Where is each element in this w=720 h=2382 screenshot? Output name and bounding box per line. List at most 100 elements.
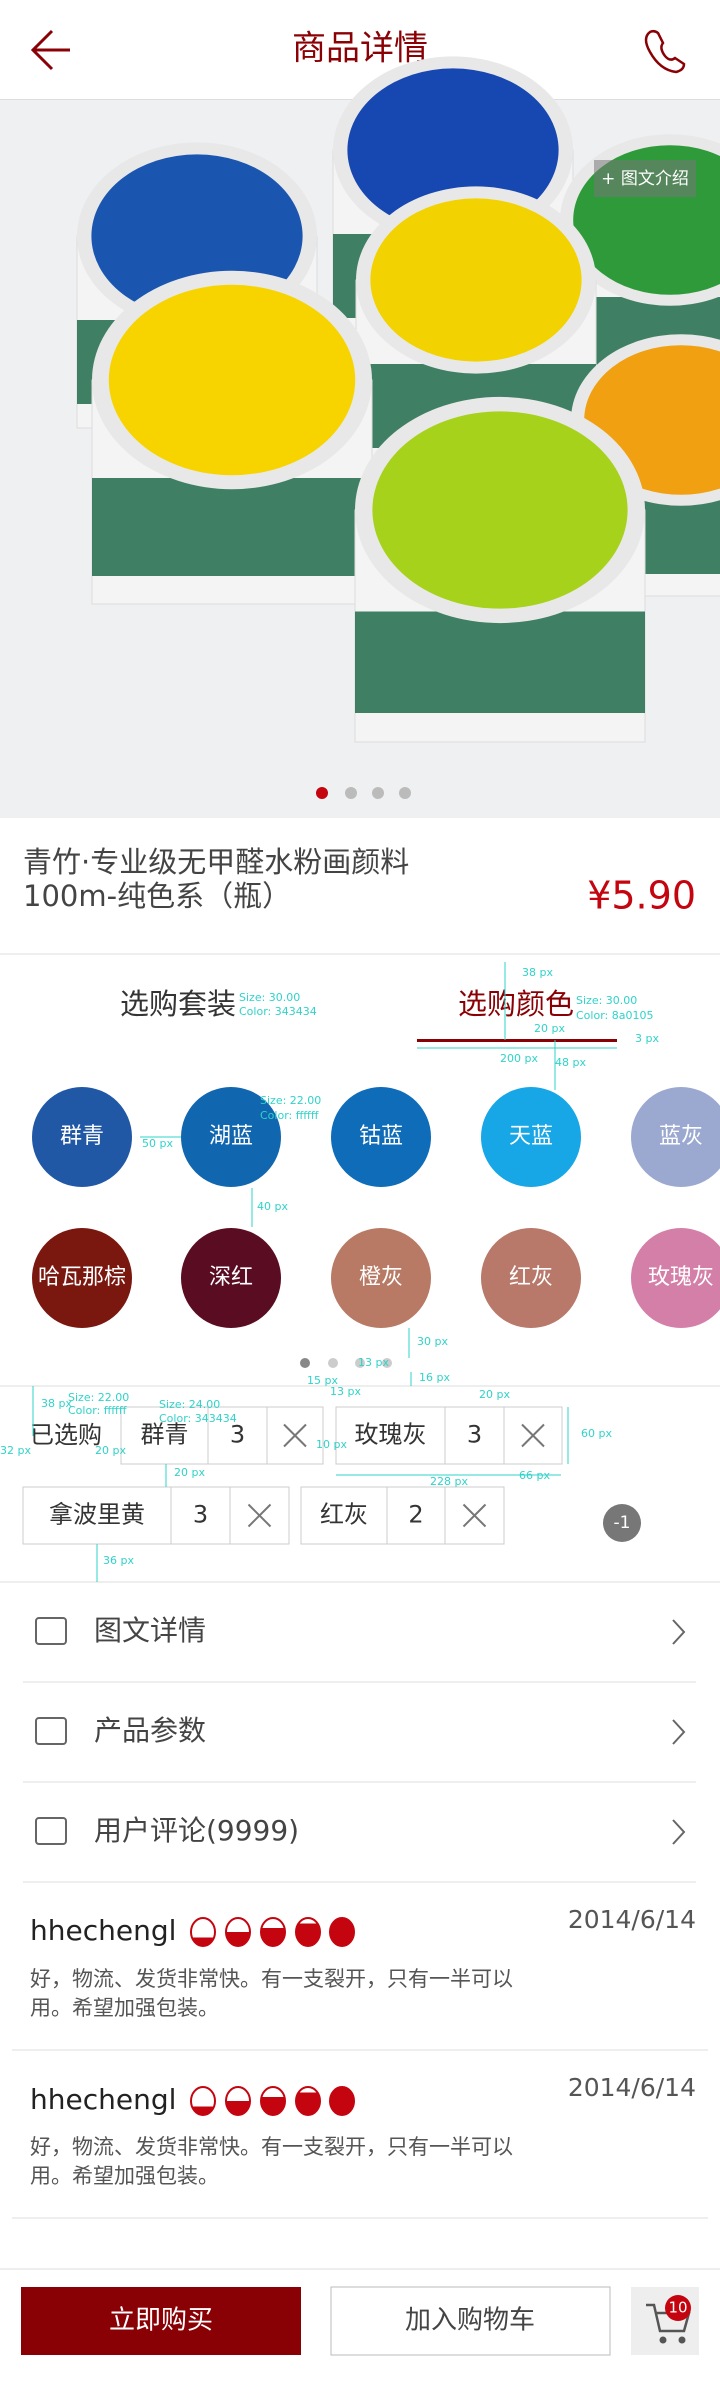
review-user: hhechengl <box>30 1914 176 1947</box>
annotation: Size: 24.00 <box>159 1398 220 1411</box>
color-swatch[interactable] <box>181 1087 281 1187</box>
tab[interactable]: 选购套装 <box>120 987 236 1021</box>
annotation: 36 px <box>103 1554 134 1567</box>
review-text: 好，物流、发货非常快。有一支裂开，只有一半可以 <box>30 1967 513 1991</box>
annotation: 48 px <box>555 1056 586 1069</box>
annotation: Size: 30.00 <box>576 994 637 1007</box>
page-dot <box>300 1358 310 1368</box>
page-dot <box>328 1358 338 1368</box>
chevron <box>672 1619 686 1645</box>
annotation: 30 px <box>417 1335 448 1348</box>
rating-drop <box>190 1917 216 1947</box>
menu-item[interactable]: 用户评论(9999) <box>94 1814 299 1847</box>
jar-label <box>355 611 645 713</box>
phone-button[interactable] <box>644 29 686 74</box>
menu-icon <box>35 1617 67 1645</box>
annotation: 16 px <box>419 1371 450 1384</box>
carousel-dot[interactable] <box>345 787 357 799</box>
cart-wheel <box>678 2336 686 2344</box>
annotation: Color: 343434 <box>159 1412 237 1425</box>
color-name: 群青 <box>60 1124 104 1149</box>
color-swatch[interactable] <box>481 1087 581 1187</box>
page-dot <box>355 1358 365 1368</box>
annotation: 60 px <box>581 1427 612 1440</box>
annotation: Size: 22.00 <box>260 1094 321 1107</box>
product-price: ¥5.90 <box>587 874 696 918</box>
annotation: 32 px <box>0 1444 31 1457</box>
cart-badge-bg <box>665 2295 691 2321</box>
chip <box>300 1486 505 1545</box>
cart-badge: 10 <box>668 2299 687 2317</box>
product-name: 青竹·专业级无甲醛水粉画颜料 <box>23 845 409 879</box>
menu-icon <box>35 1717 67 1745</box>
chip-name: 玫瑰灰 <box>355 1421 427 1449</box>
jar-paint <box>372 411 628 609</box>
rating-drop <box>295 1917 321 1947</box>
color-name: 哈瓦那棕 <box>38 1265 126 1290</box>
cart-icon-bg[interactable] <box>631 2287 699 2355</box>
rating-drop <box>260 2086 286 2116</box>
color-swatch[interactable] <box>32 1228 132 1328</box>
annotation: 200 px <box>500 1052 538 1065</box>
annotation: 40 px <box>257 1200 288 1213</box>
back-button[interactable] <box>30 29 70 71</box>
chip-name: 拿波里黄 <box>49 1501 145 1529</box>
annotation: 20 px <box>95 1444 126 1457</box>
remove-button[interactable] <box>283 1423 307 1448</box>
review-date: 2014/6/14 <box>568 2073 696 2102</box>
menu-icon <box>35 1817 67 1845</box>
review-user: hhechengl <box>30 2083 176 2116</box>
cart-button[interactable] <box>330 2286 611 2356</box>
chip-qty: 3 <box>230 1421 245 1449</box>
annotation: Size: 22.00 <box>68 1391 129 1404</box>
review-text: 用。希望加强包装。 <box>30 2164 219 2188</box>
tab-active[interactable]: 选购颜色 <box>458 987 574 1021</box>
buy-button[interactable] <box>21 2287 301 2355</box>
badge-bg <box>603 1504 641 1542</box>
annotation: 20 px <box>174 1466 205 1479</box>
color-name: 红灰 <box>509 1265 553 1290</box>
jar-paint <box>108 284 356 476</box>
carousel-dot[interactable] <box>316 787 328 799</box>
menu-item[interactable]: 产品参数 <box>94 1714 206 1747</box>
color-swatch[interactable] <box>481 1228 581 1328</box>
remove-button[interactable] <box>462 1503 487 1528</box>
annotation: 38 px <box>41 1397 72 1410</box>
rating-drop <box>329 2086 355 2116</box>
chip <box>335 1406 563 1465</box>
annotation: 15 px <box>307 1374 338 1387</box>
annotation: Color: 343434 <box>239 1005 317 1018</box>
tab-underline <box>417 1039 617 1042</box>
carousel-dot[interactable] <box>372 787 384 799</box>
color-swatch[interactable] <box>32 1087 132 1187</box>
review-text: 用。希望加强包装。 <box>30 1996 219 2020</box>
jar-label <box>92 478 372 576</box>
annotation: 20 px <box>479 1388 510 1401</box>
annotation: Color: ffffff <box>68 1404 127 1417</box>
color-swatch[interactable] <box>631 1228 720 1328</box>
color-swatch[interactable] <box>331 1087 431 1187</box>
cart-wheel <box>659 2336 667 2344</box>
color-swatch[interactable] <box>181 1228 281 1328</box>
chip-name: 红灰 <box>320 1501 368 1529</box>
jar-paint <box>370 198 582 362</box>
buy-label: 立即购买 <box>109 2306 213 2336</box>
chevron <box>672 1819 686 1845</box>
color-swatch[interactable] <box>331 1228 431 1328</box>
review-date: 2014/6/14 <box>568 1905 696 1934</box>
color-name: 橙灰 <box>359 1265 403 1290</box>
chip-name: 群青 <box>141 1421 189 1449</box>
menu-item[interactable]: 图文详情 <box>94 1614 206 1647</box>
annotation: 38 px <box>522 966 553 979</box>
remove-button[interactable] <box>521 1423 545 1448</box>
annotation: 50 px <box>142 1137 173 1150</box>
remove-button[interactable] <box>247 1503 272 1528</box>
annotation: Color: ffffff <box>260 1109 319 1122</box>
carousel-dot[interactable] <box>399 787 411 799</box>
badge: -1 <box>614 1513 631 1533</box>
review-text: 好，物流、发货非常快。有一支裂开，只有一半可以 <box>30 2135 513 2159</box>
color-swatch[interactable] <box>631 1087 720 1187</box>
color-name: 玫瑰灰 <box>648 1265 714 1290</box>
